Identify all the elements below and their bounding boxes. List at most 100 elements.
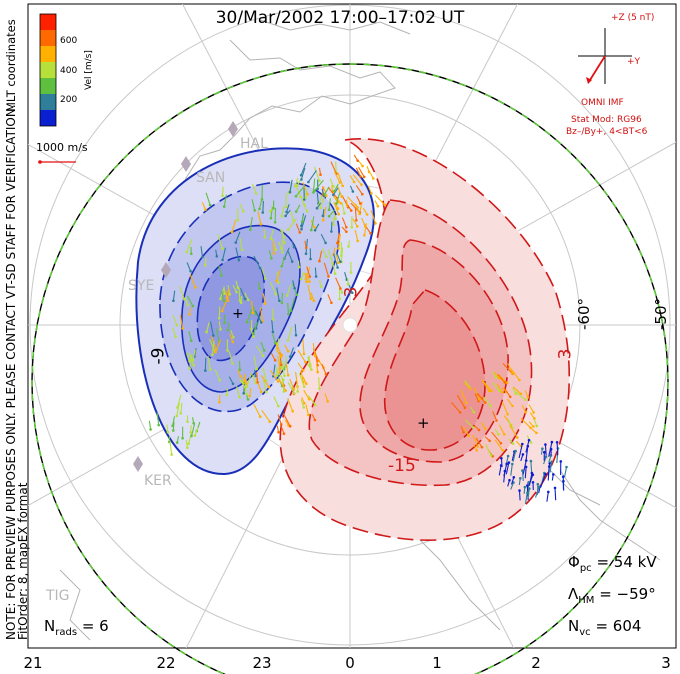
velocity-vector xyxy=(524,466,527,479)
velocity-vector xyxy=(308,395,316,406)
velocity-vector xyxy=(274,208,277,223)
velocity-vector xyxy=(302,182,308,195)
velocity-vector-origin xyxy=(351,190,355,193)
velocity-vector xyxy=(310,216,315,231)
velocity-vector xyxy=(564,466,568,478)
velocity-vector-origin xyxy=(477,428,481,432)
velocity-vector xyxy=(189,274,196,288)
velocity-vector-origin xyxy=(532,411,535,414)
velocity-vector-origin xyxy=(298,231,302,234)
velocity-vector-origin xyxy=(541,447,544,451)
velocity-vector-origin xyxy=(332,185,335,188)
velocity-vector xyxy=(327,294,332,304)
velocity-vector-origin xyxy=(340,254,343,258)
velocity-vector xyxy=(261,375,270,388)
velocity-vector-origin xyxy=(526,484,529,487)
velocity-vector-origin xyxy=(237,258,241,262)
velocity-vector xyxy=(333,253,339,268)
imf-stat-mod: Stat Mod: RG96 xyxy=(571,115,642,125)
velocity-vector-origin xyxy=(273,341,277,345)
velocity-vector-origin xyxy=(518,378,521,382)
velocity-vector-origin xyxy=(304,246,308,250)
velocity-vector-origin xyxy=(519,392,523,396)
velocity-vector xyxy=(178,285,185,300)
velocity-vector-origin xyxy=(324,372,328,376)
velocity-vector-origin xyxy=(555,441,559,444)
velocity-vector-origin xyxy=(170,453,173,456)
velocity-vector xyxy=(239,287,246,300)
velocity-vector xyxy=(460,389,467,404)
velocity-vector xyxy=(194,427,199,436)
velocity-vector xyxy=(190,423,196,437)
velocity-vector-origin xyxy=(304,360,307,364)
velocity-vector xyxy=(281,206,285,217)
velocity-vector-origin xyxy=(458,411,462,414)
velocity-vector-origin xyxy=(310,368,313,371)
velocity-vector xyxy=(318,250,323,262)
velocity-vector-origin xyxy=(239,375,242,378)
velocity-vector-origin xyxy=(222,205,226,208)
velocity-vector xyxy=(292,280,296,289)
velocity-vector-origin xyxy=(511,371,514,375)
velocity-vector-origin xyxy=(478,397,481,401)
velocity-vector-origin xyxy=(518,489,521,492)
velocity-vector xyxy=(278,378,287,391)
velocity-vector xyxy=(327,249,334,264)
velocity-vector-origin xyxy=(261,354,265,358)
velocity-vector xyxy=(375,194,386,206)
velocity-vector-origin xyxy=(293,287,297,290)
velocity-vector xyxy=(201,202,207,210)
velocity-vector xyxy=(355,203,361,215)
velocity-vector-origin xyxy=(223,292,226,296)
velocity-vector xyxy=(276,287,280,301)
velocity-vector-origin xyxy=(283,241,286,245)
velocity-vector-origin xyxy=(241,210,245,213)
velocity-vector-origin xyxy=(548,462,551,465)
velocity-vector xyxy=(270,229,274,239)
velocity-vector-origin xyxy=(302,352,306,356)
velocity-vector-origin xyxy=(506,412,509,416)
velocity-vector-origin xyxy=(333,189,336,193)
velocity-vector xyxy=(251,300,254,313)
velocity-vector-origin xyxy=(349,209,353,212)
velocity-vector-origin xyxy=(279,363,283,367)
velocity-vector xyxy=(287,218,297,231)
velocity-vector-origin xyxy=(223,321,226,324)
velocity-vector-origin xyxy=(171,424,174,428)
velocity-vector-origin xyxy=(215,254,219,258)
velocity-vector xyxy=(235,247,240,261)
velocity-vector-origin xyxy=(221,247,224,250)
velocity-vector-origin xyxy=(231,382,235,386)
velocity-vector xyxy=(176,394,182,408)
velocity-vector-origin xyxy=(363,225,367,228)
velocity-vector-origin xyxy=(191,304,195,308)
velocity-vector-origin xyxy=(246,398,250,401)
velocity-vector-origin xyxy=(179,412,183,415)
velocity-vector-origin xyxy=(186,303,189,307)
velocity-vector-origin xyxy=(172,429,175,432)
velocity-vector-origin xyxy=(236,218,240,222)
velocity-vector-origin xyxy=(483,401,487,404)
velocity-vector-origin xyxy=(248,394,251,398)
velocity-vector-origin xyxy=(172,299,175,303)
velocity-vector-origin xyxy=(285,210,288,214)
velocity-vector-origin xyxy=(356,225,359,228)
velocity-vector xyxy=(310,292,315,301)
velocity-vector xyxy=(548,441,553,457)
velocity-vector-origin xyxy=(286,350,290,353)
velocity-vector-origin xyxy=(550,440,554,444)
velocity-vector xyxy=(148,420,152,430)
velocity-vector-origin xyxy=(333,272,337,275)
velocity-vector xyxy=(244,292,249,301)
velocity-vector-origin xyxy=(228,293,232,296)
velocity-vector-origin xyxy=(503,433,506,436)
svg-text:+: + xyxy=(417,414,430,432)
velocity-vector-origin xyxy=(279,355,283,359)
velocity-vector-origin xyxy=(252,332,255,336)
velocity-vector xyxy=(475,437,483,448)
velocity-vector-origin xyxy=(316,370,320,374)
velocity-vector-origin xyxy=(239,301,243,305)
velocity-vector xyxy=(218,321,222,330)
velocity-vector-origin xyxy=(356,239,360,243)
velocity-vector-origin xyxy=(527,438,531,442)
